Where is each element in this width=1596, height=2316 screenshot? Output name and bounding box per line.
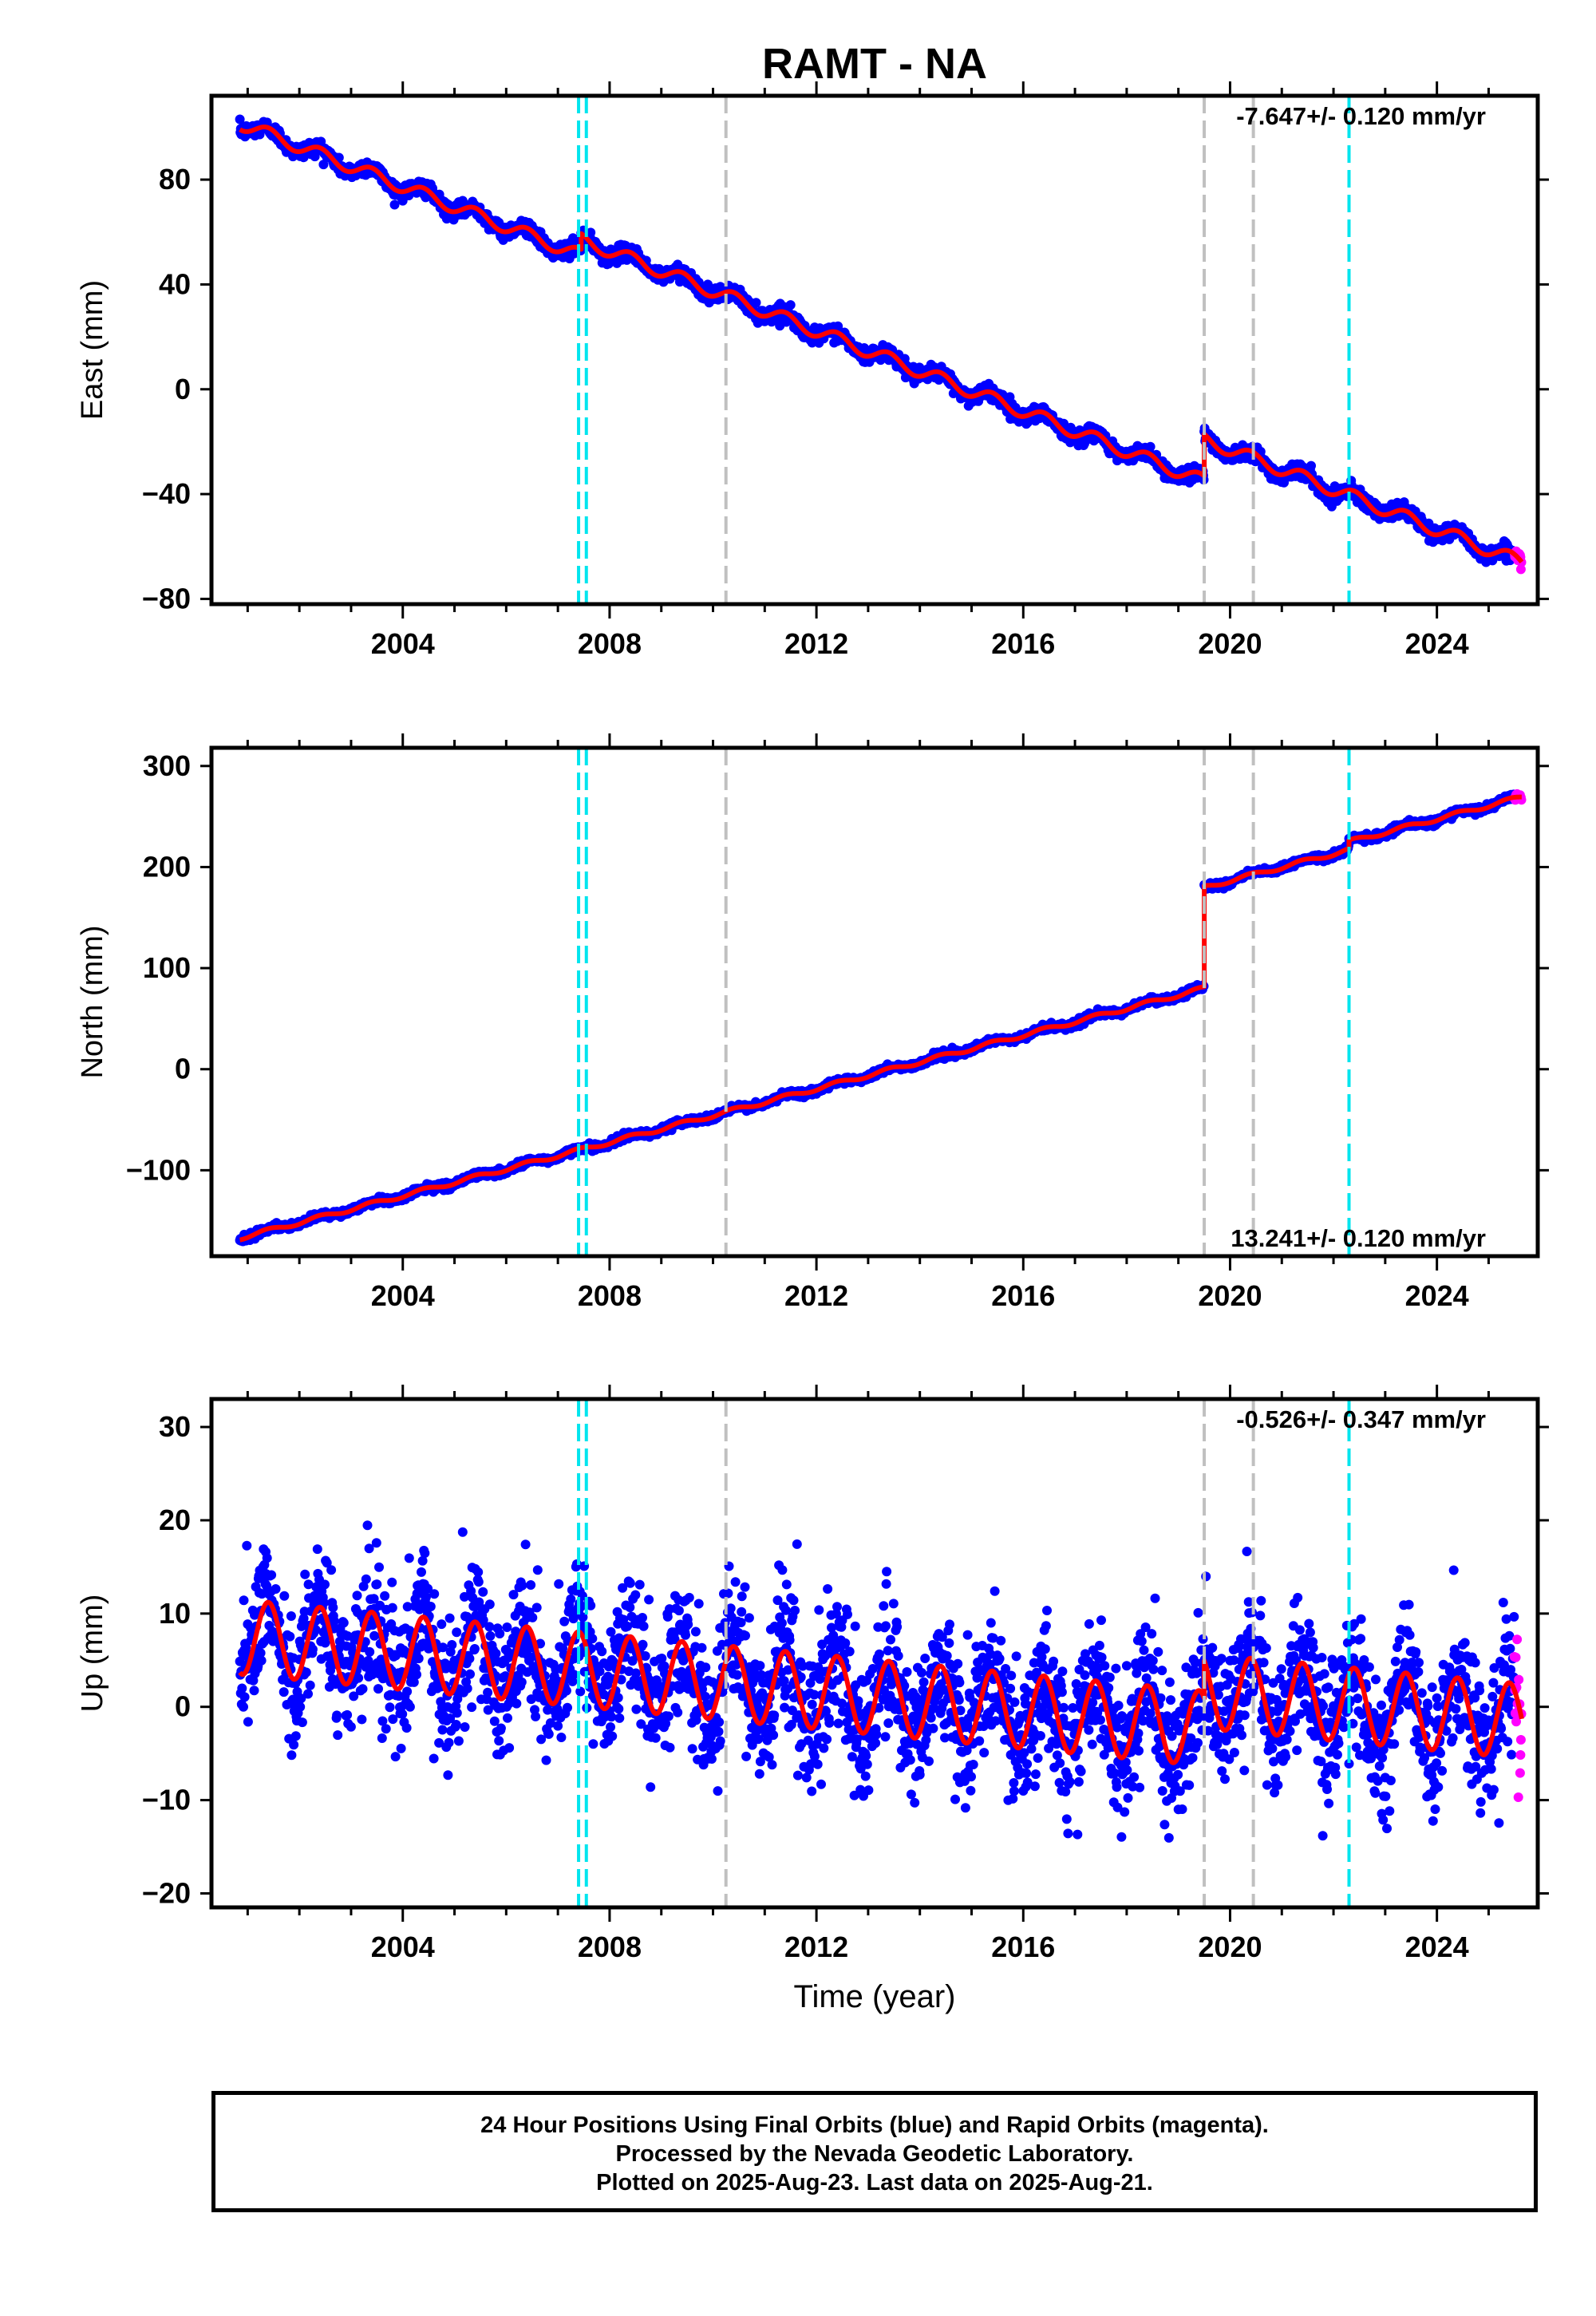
panel-north: −100 0 100 200 300 2004 2008 2012 2016 2020 2024 No… (76, 733, 1549, 1312)
x-tick-label: 2016 (991, 1279, 1055, 1312)
model-fit-line (238, 124, 1524, 564)
y-axis-label: East (mm) (76, 280, 109, 420)
x-tick-label: 2020 (1198, 627, 1262, 660)
x-tick-label: 2008 (578, 1931, 642, 1963)
model-fit-line (238, 794, 1524, 1243)
rate-label: -0.526+/- 0.347 mm/yr (1236, 1405, 1486, 1433)
x-tick-label: 2024 (1405, 627, 1469, 660)
x-tick-label: 2008 (578, 627, 642, 660)
figure-title: RAMT - NA (762, 40, 987, 88)
y-tick-label: 0 (175, 1690, 191, 1723)
y-tick-label: 40 (159, 267, 191, 300)
y-tick-label: 80 (159, 163, 191, 196)
y-axis-label: Up (mm) (76, 1595, 109, 1713)
final-orbit-points (235, 789, 1519, 1247)
y-tick-label: 0 (175, 1053, 191, 1085)
x-tick-label: 2004 (371, 1931, 435, 1963)
panels: −80 −40 0 40 80 2004 2008 2012 2016 2020 2024 East … (76, 81, 1549, 1963)
footer-line-1: 24 Hour Positions Using Final Orbits (bl… (480, 2112, 1269, 2138)
final-orbit-points (235, 1520, 1519, 1843)
footer-box: 24 Hour Positions Using Final Orbits (bl… (211, 2091, 1538, 2212)
y-axis-label: North (mm) (76, 925, 109, 1078)
y-tick-label: −100 (126, 1153, 191, 1186)
plot-area-north (235, 788, 1527, 1247)
y-tick-label: 20 (159, 1504, 191, 1536)
x-tick-label: 2020 (1198, 1931, 1262, 1963)
y-tick-label: 200 (143, 850, 191, 883)
rate-label: -7.647+/- 0.120 mm/yr (1236, 102, 1486, 130)
y-tick-label: 0 (175, 373, 191, 405)
x-tick-label: 2016 (991, 1931, 1055, 1963)
x-tick-label: 2020 (1198, 1279, 1262, 1312)
model-fit-line (238, 1599, 1524, 1765)
panel-east: −80 −40 0 40 80 2004 2008 2012 2016 2020 2024 East … (76, 81, 1549, 660)
y-tick-label: −80 (142, 582, 191, 615)
x-tick-label: 2012 (784, 1931, 848, 1963)
panel-frame (209, 745, 1540, 1259)
plot-area-up (235, 1520, 1527, 1843)
x-tick-label: 2004 (371, 1279, 435, 1312)
panel-frame (209, 1397, 1540, 1910)
x-tick-label: 2024 (1405, 1931, 1469, 1963)
y-tick-label: −40 (142, 477, 191, 510)
footer-line-3: Plotted on 2025-Aug-23. Last data on 202… (596, 2170, 1153, 2195)
y-tick-label: 10 (159, 1597, 191, 1630)
footer-line-2: Processed by the Nevada Geodetic Laborat… (615, 2141, 1134, 2167)
y-tick-label: 300 (143, 749, 191, 782)
panel-frame (209, 93, 1540, 607)
y-tick-label: 100 (143, 951, 191, 984)
y-tick-label: −20 (142, 1876, 191, 1909)
panel-up: −20 −10 0 10 20 30 2004 2008 2012 2016 2020 2024 Up … (76, 1385, 1549, 1963)
plot-area-east (235, 114, 1527, 575)
x-tick-label: 2008 (578, 1279, 642, 1312)
y-tick-label: −10 (142, 1784, 191, 1816)
x-tick-label: 2012 (784, 627, 848, 660)
x-tick-label: 2016 (991, 627, 1055, 660)
x-tick-label: 2004 (371, 627, 435, 660)
x-axis-label: Time (year) (794, 1979, 956, 2014)
y-tick-label: 30 (159, 1410, 191, 1443)
x-tick-label: 2024 (1405, 1279, 1469, 1312)
final-orbit-points (235, 114, 1519, 567)
rate-label: 13.241+/- 0.120 mm/yr (1231, 1224, 1486, 1252)
x-tick-label: 2012 (784, 1279, 848, 1312)
